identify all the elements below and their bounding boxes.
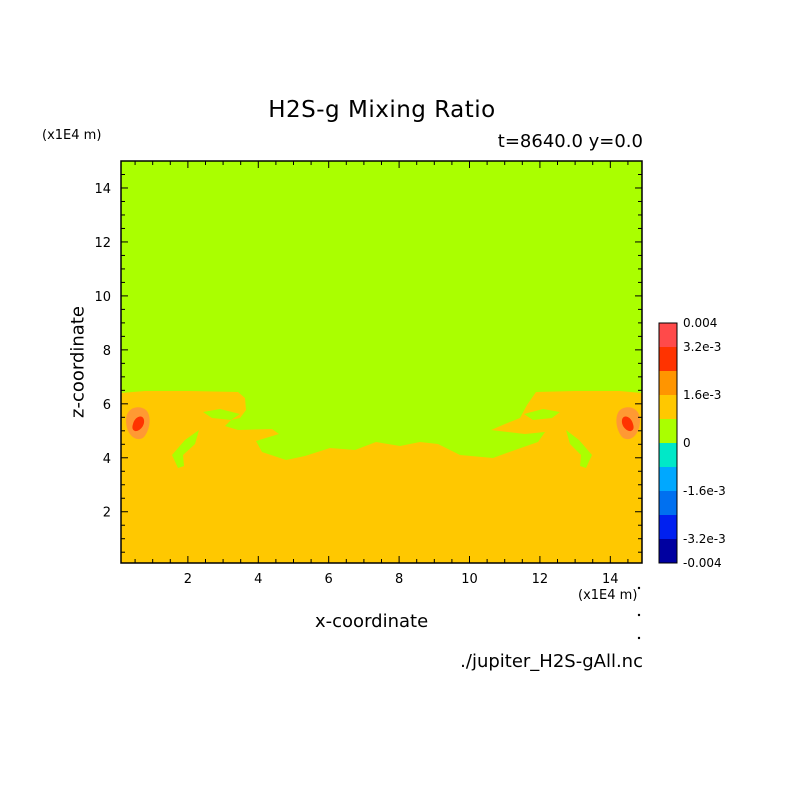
plume-right-strand: [566, 430, 592, 468]
dot-mark: [637, 636, 641, 640]
colorbar: 0.004 3.2e-3 1.6e-3 0 -1.6e-3 -3.2e-3 -0.004: [658, 316, 726, 570]
x-tick-label: 2: [184, 572, 192, 587]
colorbar-frame: [658, 322, 678, 564]
x-tick-label: 12: [532, 572, 549, 587]
plot-area: [120, 160, 643, 564]
y-axis: 2 4 6 8 10 12 14: [94, 173, 642, 553]
mixing-ratio-peak-core-right: [621, 416, 634, 432]
x-tick-label: 6: [325, 572, 333, 587]
dot-mark: [637, 586, 641, 590]
x-axis-label: x-coordinate: [315, 611, 429, 632]
x-axis-unit: (x1E4 m): [578, 588, 638, 603]
x-tick-label: 10: [461, 572, 478, 587]
colorbar-label: -0.004: [683, 556, 722, 570]
y-tick-label: 14: [94, 182, 111, 197]
plume-left-inner: [203, 409, 240, 420]
colorbar-swatch: [659, 467, 677, 491]
y-tick-label: 6: [103, 398, 111, 413]
colorbar-swatch: [659, 539, 677, 563]
colorbar-swatch: [659, 419, 677, 443]
mixing-ratio-peak-core-left: [132, 416, 145, 432]
x-tick-label: 14: [602, 572, 619, 587]
y-tick-label: 2: [103, 506, 111, 521]
colorbar-swatch: [659, 443, 677, 467]
x-tick-label: 4: [254, 572, 262, 587]
y-tick-label: 12: [94, 236, 111, 251]
colorbar-label: -3.2e-3: [683, 532, 726, 546]
colorbar-label: 3.2e-3: [683, 340, 721, 354]
colorbar-label: 1.6e-3: [683, 388, 721, 402]
plume-left-strand: [172, 430, 199, 468]
chart-subtitle: t=8640.0 y=0.0: [497, 131, 643, 152]
plume-right-inner: [524, 409, 560, 420]
mixing-ratio-positive-region: [121, 391, 642, 563]
y-tick-label: 8: [103, 344, 111, 359]
colorbar-label: 0.004: [683, 316, 717, 330]
x-axis: 2 4 6 8 10 12 14: [134, 161, 629, 587]
y-axis-unit: (x1E4 m): [42, 128, 102, 143]
dot-mark: [637, 613, 641, 617]
colorbar-swatch: [659, 323, 677, 347]
colorbar-label: -1.6e-3: [683, 484, 726, 498]
colorbar-label: 0: [683, 436, 691, 450]
source-file-label: ./jupiter_H2S-gAll.nc: [460, 651, 643, 672]
y-tick-label: 4: [103, 452, 111, 467]
colorbar-swatch: [659, 371, 677, 395]
y-tick-label: 10: [94, 290, 111, 305]
colorbar-swatch: [659, 347, 677, 371]
x-tick-label: 8: [395, 572, 403, 587]
colorbar-swatch: [659, 491, 677, 515]
annotation-marks: [637, 586, 641, 640]
colorbar-swatch: [659, 395, 677, 419]
colorbar-swatch: [659, 515, 677, 539]
chart-title: H2S-g Mixing Ratio: [268, 97, 496, 123]
